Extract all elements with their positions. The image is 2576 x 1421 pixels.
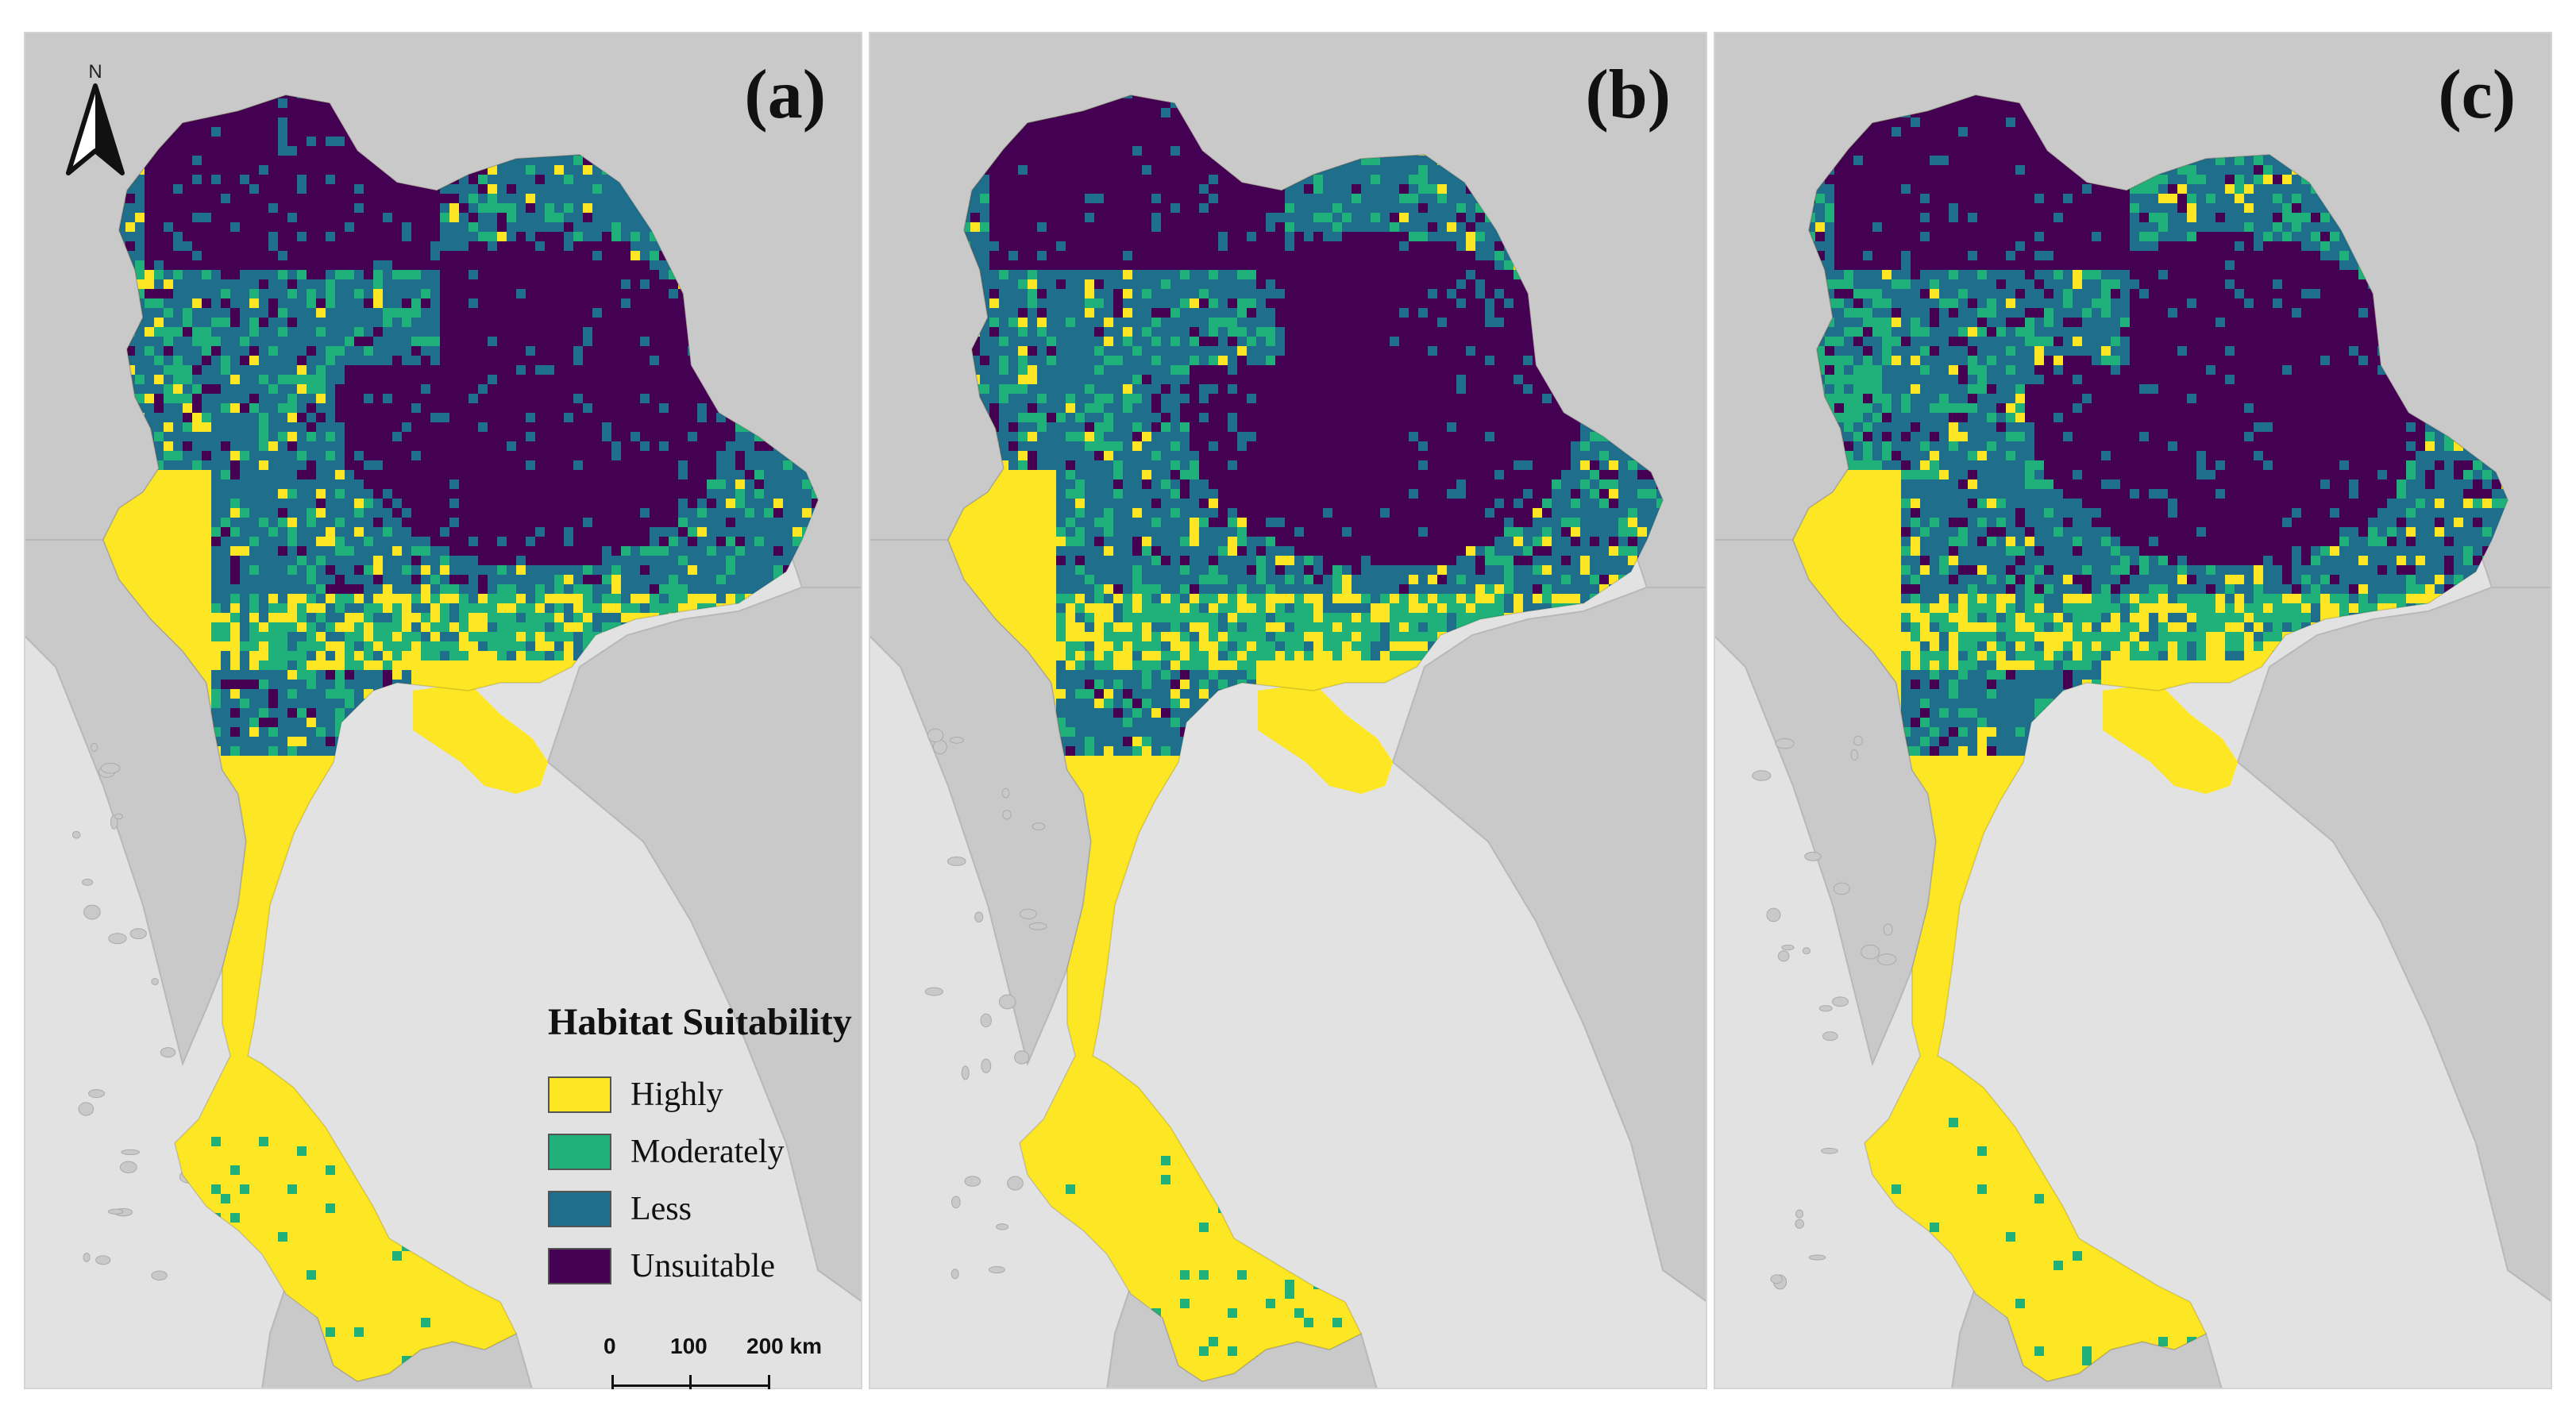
panel-label-c: (c) (2438, 56, 2516, 133)
scale-tick-0 (611, 1375, 614, 1389)
map-panel-b: (b) (869, 32, 1707, 1389)
legend-label-highly: Highly (631, 1076, 723, 1113)
north-letter: N (88, 61, 102, 83)
scale-tick-100 (689, 1375, 692, 1389)
legend-item-less: Less (548, 1180, 862, 1238)
legend-swatch-highly (548, 1076, 611, 1113)
map-panel-c: (c) (1714, 32, 2552, 1389)
map-canvas-c (1714, 32, 2552, 1389)
legend-label-less: Less (631, 1191, 692, 1227)
legend: Habitat Suitability Highly Moderately Le… (548, 1000, 862, 1295)
scale-label-100: 100 (670, 1334, 708, 1358)
legend-label-unsuitable: Unsuitable (631, 1248, 775, 1284)
panel-label-b: (b) (1585, 56, 1671, 133)
map-panel-a: N (a) Habitat Suitability Highly Moderat… (24, 32, 862, 1389)
scale-bar: 0 100 200 km (604, 1334, 822, 1389)
legend-swatch-less (548, 1191, 611, 1227)
neighbor-land (2236, 587, 2552, 1304)
legend-item-highly: Highly (548, 1066, 862, 1123)
legend-swatch-unsuitable (548, 1248, 611, 1284)
scale-tick-200 (768, 1375, 770, 1389)
legend-label-moderately: Moderately (631, 1134, 785, 1170)
map-canvas-b (869, 32, 1707, 1389)
scale-label-0: 0 (604, 1334, 616, 1358)
panel-label-a: (a) (744, 56, 826, 133)
legend-title: Habitat Suitability (548, 1001, 852, 1043)
map-canvas-a (24, 32, 862, 1389)
legend-item-unsuitable: Unsuitable (548, 1238, 862, 1295)
scale-label-200: 200 km (746, 1334, 822, 1358)
north-arrow-icon: N (62, 57, 129, 184)
legend-item-moderately: Moderately (548, 1123, 862, 1180)
legend-swatch-moderately (548, 1134, 611, 1170)
neighbor-land (1391, 587, 1707, 1304)
neighbor-land (546, 587, 862, 1304)
